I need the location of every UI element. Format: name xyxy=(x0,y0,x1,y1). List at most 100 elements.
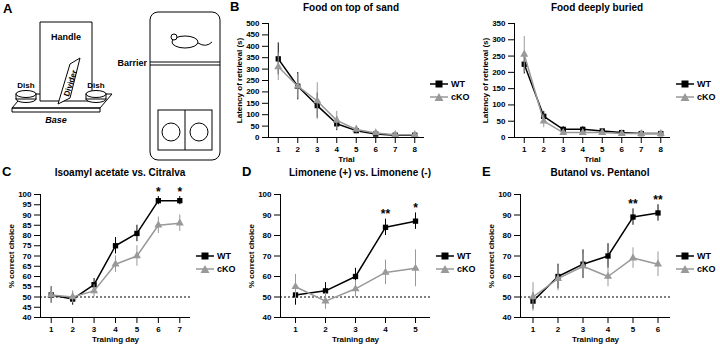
svg-text:% correct choice: % correct choice xyxy=(247,223,256,288)
svg-text:6: 6 xyxy=(156,325,161,334)
svg-text:Trial: Trial xyxy=(584,155,600,164)
svg-text:Handle: Handle xyxy=(51,32,81,42)
svg-text:5: 5 xyxy=(413,325,418,334)
svg-text:100: 100 xyxy=(18,190,32,199)
svg-text:0: 0 xyxy=(255,133,260,142)
svg-text:500: 500 xyxy=(246,19,260,28)
svg-text:4: 4 xyxy=(383,325,388,334)
svg-text:7: 7 xyxy=(178,325,183,334)
svg-text:2: 2 xyxy=(542,145,547,154)
svg-text:200: 200 xyxy=(492,68,506,77)
svg-text:Training day: Training day xyxy=(92,335,140,344)
svg-text:70: 70 xyxy=(263,252,272,261)
svg-text:100: 100 xyxy=(498,190,512,199)
svg-text:*: * xyxy=(156,185,161,199)
svg-text:80: 80 xyxy=(263,231,272,240)
svg-text:150: 150 xyxy=(492,84,506,93)
svg-text:50: 50 xyxy=(23,293,32,302)
svg-text:250: 250 xyxy=(492,52,506,61)
svg-text:3: 3 xyxy=(353,325,358,334)
svg-text:% correct choice: % correct choice xyxy=(7,223,16,288)
svg-text:5: 5 xyxy=(354,145,359,154)
svg-text:100: 100 xyxy=(492,100,506,109)
svg-text:4: 4 xyxy=(581,145,586,154)
svg-text:2: 2 xyxy=(296,145,301,154)
svg-text:6: 6 xyxy=(374,145,379,154)
svg-text:40: 40 xyxy=(23,313,32,322)
svg-text:1: 1 xyxy=(531,325,536,334)
svg-text:6: 6 xyxy=(620,145,625,154)
svg-text:2: 2 xyxy=(70,325,75,334)
svg-text:50: 50 xyxy=(251,122,260,131)
svg-text:*: * xyxy=(413,201,418,215)
svg-text:1: 1 xyxy=(49,325,54,334)
svg-text:*: * xyxy=(177,185,182,199)
svg-text:95: 95 xyxy=(23,200,32,209)
svg-text:50: 50 xyxy=(497,117,506,126)
svg-text:4: 4 xyxy=(113,325,118,334)
svg-text:5: 5 xyxy=(600,145,605,154)
svg-text:350: 350 xyxy=(492,19,506,28)
svg-text:90: 90 xyxy=(503,211,512,220)
svg-text:3: 3 xyxy=(92,325,97,334)
svg-text:150: 150 xyxy=(246,99,260,108)
svg-text:60: 60 xyxy=(23,272,32,281)
svg-text:100: 100 xyxy=(258,190,272,199)
svg-text:% correct choice: % correct choice xyxy=(487,223,496,288)
svg-text:3: 3 xyxy=(581,325,586,334)
svg-text:45: 45 xyxy=(23,303,32,312)
svg-text:Barrier: Barrier xyxy=(117,58,147,68)
svg-text:4: 4 xyxy=(335,145,340,154)
svg-text:75: 75 xyxy=(23,241,32,250)
svg-text:Training day: Training day xyxy=(332,335,380,344)
svg-text:Divider: Divider xyxy=(62,69,79,98)
svg-text:80: 80 xyxy=(23,231,32,240)
svg-text:90: 90 xyxy=(23,211,32,220)
svg-text:85: 85 xyxy=(23,221,32,230)
svg-text:4: 4 xyxy=(606,325,611,334)
svg-text:40: 40 xyxy=(503,313,512,322)
svg-text:**: ** xyxy=(653,193,663,207)
svg-text:Trial: Trial xyxy=(338,155,354,164)
svg-text:Base: Base xyxy=(45,115,67,125)
svg-text:8: 8 xyxy=(413,145,418,154)
svg-text:1: 1 xyxy=(276,145,281,154)
svg-text:6: 6 xyxy=(656,325,661,334)
svg-text:400: 400 xyxy=(246,42,260,51)
svg-text:8: 8 xyxy=(659,145,664,154)
svg-text:3: 3 xyxy=(561,145,566,154)
svg-text:50: 50 xyxy=(263,293,272,302)
svg-text:40: 40 xyxy=(263,313,272,322)
svg-text:3: 3 xyxy=(315,145,320,154)
svg-text:60: 60 xyxy=(263,272,272,281)
svg-text:450: 450 xyxy=(246,30,260,39)
svg-text:**: ** xyxy=(381,207,391,221)
svg-text:5: 5 xyxy=(135,325,140,334)
svg-text:5: 5 xyxy=(631,325,636,334)
svg-text:1: 1 xyxy=(293,325,298,334)
svg-text:**: ** xyxy=(628,197,638,211)
svg-text:80: 80 xyxy=(503,231,512,240)
svg-text:70: 70 xyxy=(503,252,512,261)
svg-text:7: 7 xyxy=(639,145,644,154)
svg-text:50: 50 xyxy=(503,293,512,302)
svg-text:Dish: Dish xyxy=(17,81,34,90)
svg-text:2: 2 xyxy=(323,325,328,334)
svg-text:2: 2 xyxy=(556,325,561,334)
svg-text:90: 90 xyxy=(263,211,272,220)
svg-text:250: 250 xyxy=(246,76,260,85)
svg-text:300: 300 xyxy=(492,35,506,44)
svg-text:A: A xyxy=(3,1,13,16)
svg-text:Training day: Training day xyxy=(572,335,620,344)
svg-text:60: 60 xyxy=(503,272,512,281)
svg-text:Latency of retrieval (s): Latency of retrieval (s) xyxy=(235,37,244,123)
svg-text:7: 7 xyxy=(393,145,398,154)
svg-text:Latency of retrieval (s): Latency of retrieval (s) xyxy=(481,37,490,123)
svg-text:1: 1 xyxy=(522,145,527,154)
svg-text:65: 65 xyxy=(23,262,32,271)
svg-text:55: 55 xyxy=(23,282,32,291)
svg-text:100: 100 xyxy=(246,110,260,119)
svg-text:0: 0 xyxy=(501,133,506,142)
svg-text:350: 350 xyxy=(246,53,260,62)
svg-text:300: 300 xyxy=(246,65,260,74)
